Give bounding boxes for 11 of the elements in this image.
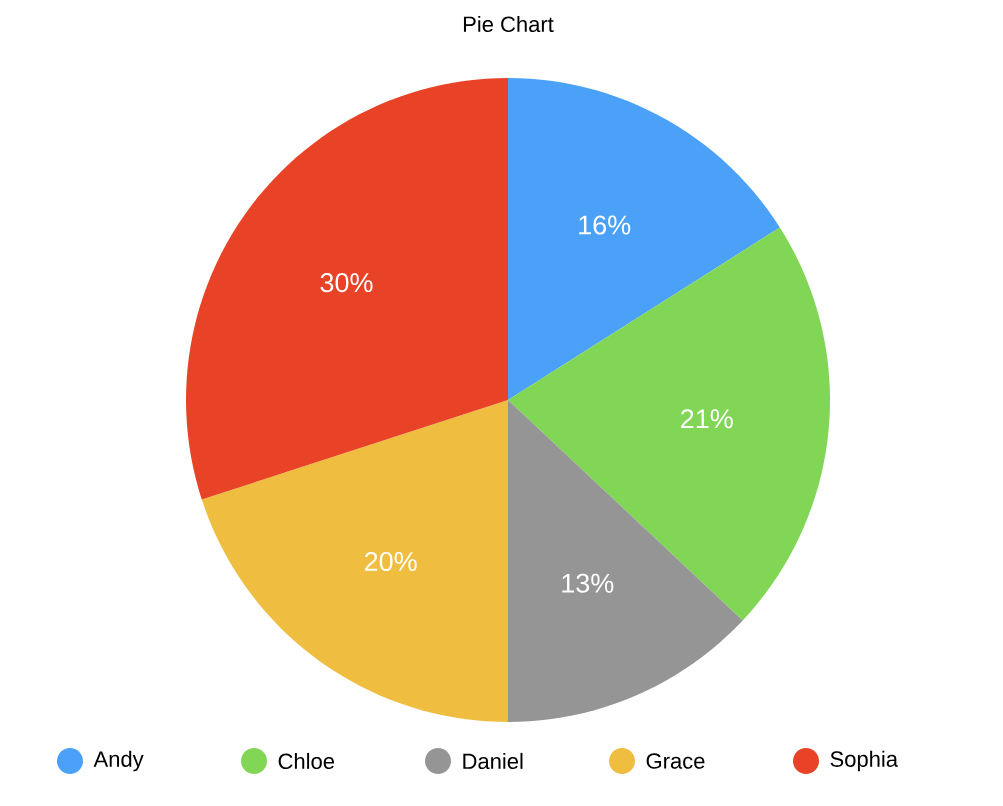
data-label: 21% (681, 409, 733, 429)
legend-label: Andy (93, 750, 144, 772)
data-label: 16% (579, 215, 631, 235)
data-label: 20% (365, 551, 417, 572)
data-label: 30% (320, 273, 373, 293)
legend-label: Daniel (463, 752, 523, 770)
legend-label: Grace (646, 753, 705, 769)
legend-label: Sophia (830, 750, 899, 772)
data-label: 13% (562, 573, 614, 593)
chart-title: Pie Chart (463, 15, 554, 33)
legend-label: Chloe (278, 752, 335, 770)
